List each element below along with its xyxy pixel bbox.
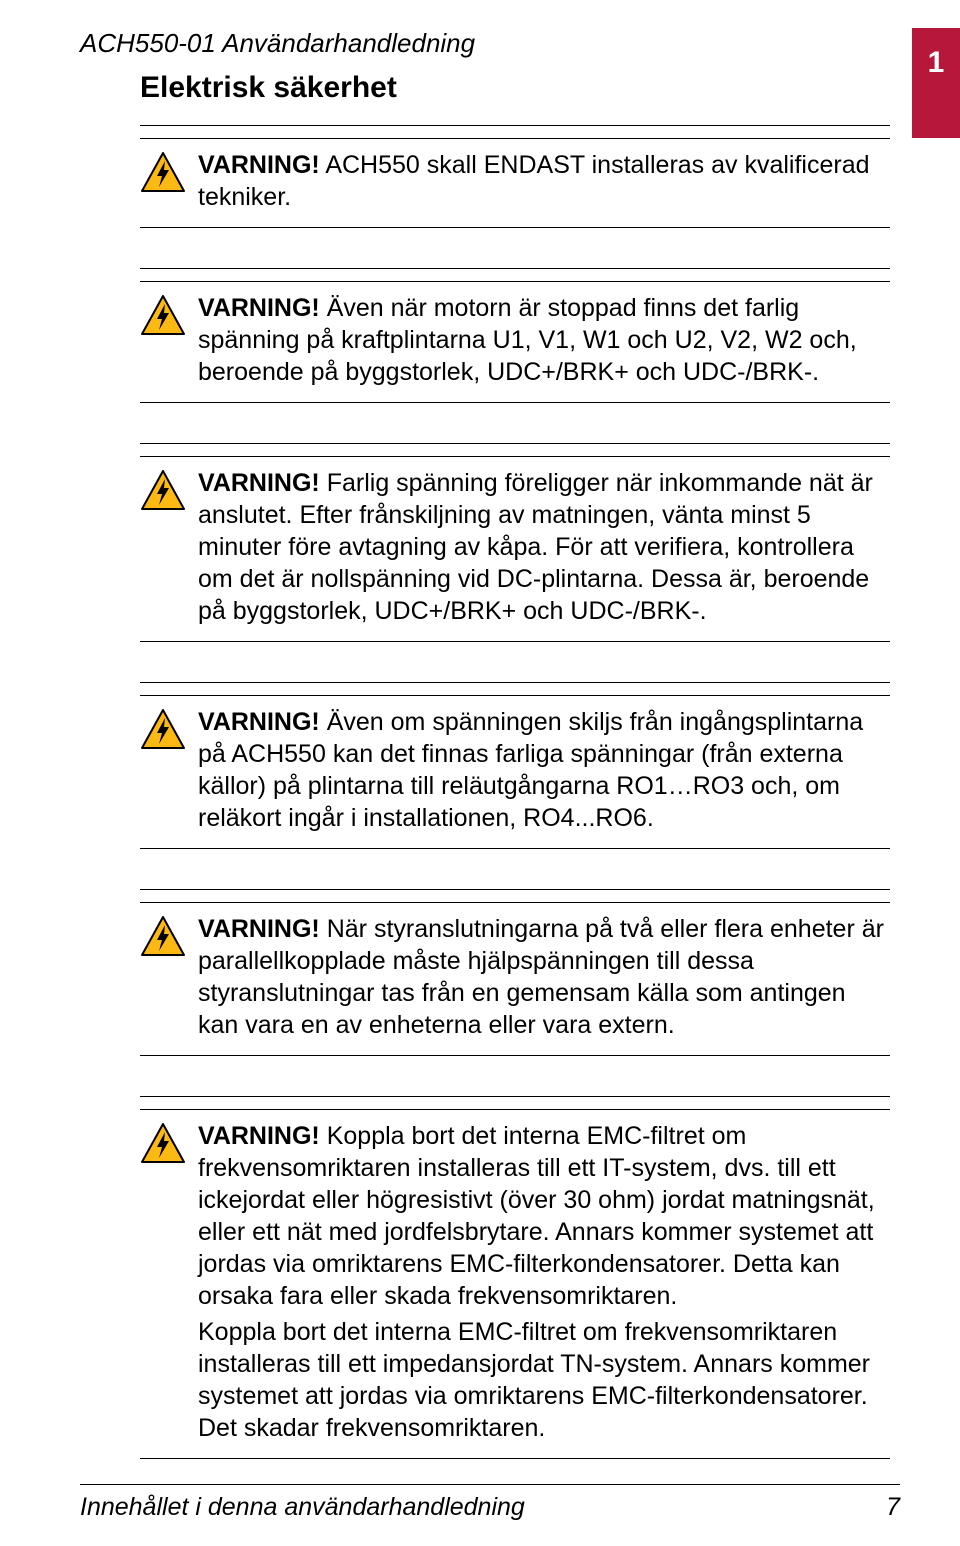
- warning-text: VARNING! Även när motorn är stoppad finn…: [198, 292, 890, 392]
- rule: [140, 1055, 890, 1056]
- section-title: Elektrisk säkerhet: [140, 71, 900, 105]
- rule: [140, 889, 890, 890]
- warning-block: VARNING! När styranslutningarna på två e…: [140, 889, 890, 1056]
- warning-icon: [140, 1122, 186, 1164]
- warning-icon: [140, 915, 186, 957]
- page-footer: Innehållet i denna användarhandledning 7: [80, 1484, 900, 1522]
- rule: [140, 848, 890, 849]
- rule: [140, 402, 890, 403]
- warning-body: Koppla bort det interna EMC-filtret om f…: [198, 1122, 875, 1310]
- warning-text: VARNING! Även om spänningen skiljs från …: [198, 706, 890, 838]
- rule: [140, 1109, 890, 1110]
- warning-lead: VARNING!: [198, 294, 320, 322]
- rule: [140, 1458, 890, 1459]
- warning-icon: [140, 708, 186, 750]
- warning-lead: VARNING!: [198, 151, 320, 179]
- rule: [140, 227, 890, 228]
- warning-lead: VARNING!: [198, 915, 320, 943]
- rule: [140, 682, 890, 683]
- warning-icon: [140, 294, 186, 336]
- rule: [140, 695, 890, 696]
- warning-block: VARNING! Även om spänningen skiljs från …: [140, 682, 890, 849]
- rule: [140, 443, 890, 444]
- rule: [140, 902, 890, 903]
- warning-block: VARNING! Även när motorn är stoppad finn…: [140, 268, 890, 403]
- rule: [140, 641, 890, 642]
- footer-text: Innehållet i denna användarhandledning: [80, 1493, 525, 1522]
- chapter-tab: 1: [912, 28, 960, 138]
- warning-block: VARNING! ACH550 skall ENDAST installeras…: [140, 125, 890, 228]
- warning-text: VARNING! ACH550 skall ENDAST installeras…: [198, 149, 890, 217]
- rule: [140, 1096, 890, 1097]
- warning-icon: [140, 151, 186, 193]
- document-header: ACH550-01 Användarhandledning: [80, 28, 900, 59]
- warning-text: VARNING! Farlig spänning föreligger när …: [198, 467, 890, 631]
- footer-page-number: 7: [886, 1493, 900, 1522]
- warning-lead: VARNING!: [198, 708, 320, 736]
- chapter-number: 1: [928, 46, 945, 80]
- rule: [140, 125, 890, 126]
- rule: [140, 138, 890, 139]
- warning-text: VARNING! Koppla bort det interna EMC-fil…: [198, 1120, 890, 1448]
- warning-body-2: Koppla bort det interna EMC-filtret om f…: [198, 1316, 890, 1444]
- warning-icon: [140, 469, 186, 511]
- rule: [140, 281, 890, 282]
- warning-text: VARNING! När styranslutningarna på två e…: [198, 913, 890, 1045]
- rule: [140, 456, 890, 457]
- warning-block: VARNING! Farlig spänning föreligger när …: [140, 443, 890, 642]
- rule: [140, 268, 890, 269]
- warning-lead: VARNING!: [198, 469, 320, 497]
- page: 1 ACH550-01 Användarhandledning Elektris…: [0, 0, 960, 1546]
- warning-block: VARNING! Koppla bort det interna EMC-fil…: [140, 1096, 890, 1459]
- warning-lead: VARNING!: [198, 1122, 320, 1150]
